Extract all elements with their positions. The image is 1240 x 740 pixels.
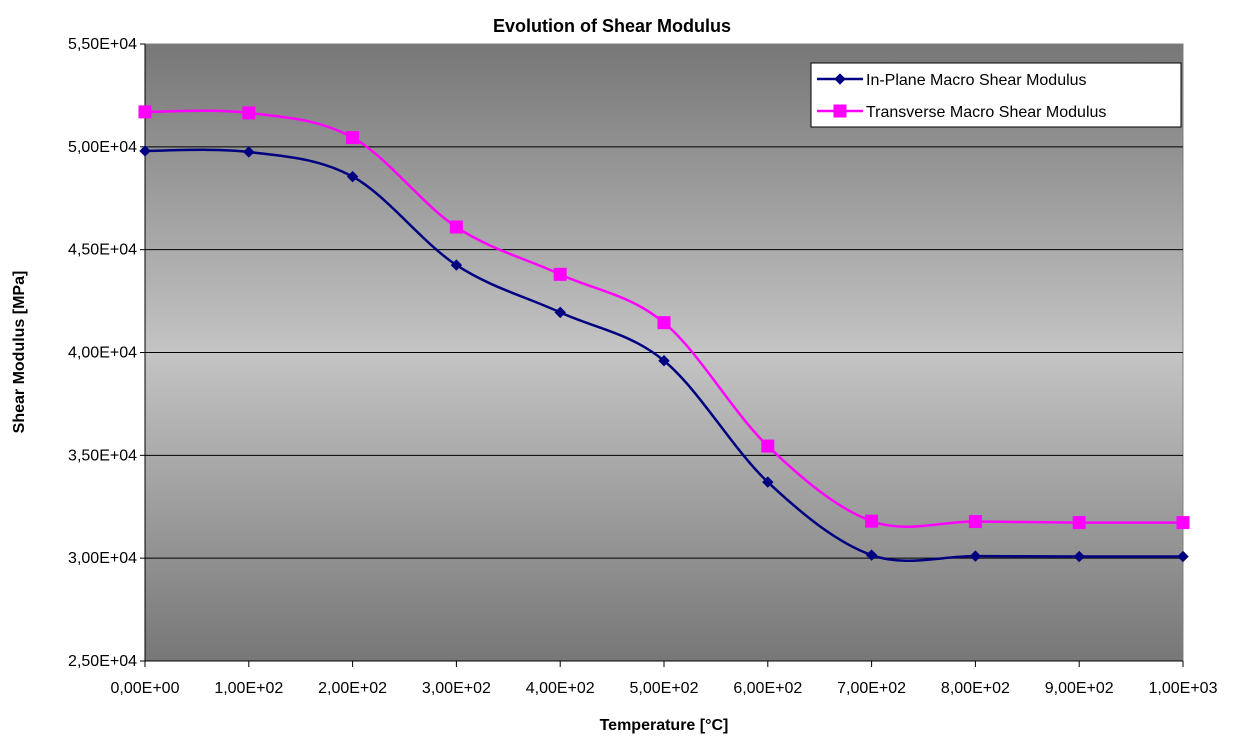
y-tick-label: 4,00E+04 <box>68 345 137 362</box>
y-tick-label: 4,50E+04 <box>68 242 137 259</box>
legend-entry: In-Plane Macro Shear Modulus <box>817 72 1087 89</box>
data-point <box>243 146 255 158</box>
data-point <box>1072 516 1086 530</box>
data-point <box>658 355 670 367</box>
data-point <box>1176 516 1190 530</box>
data-point <box>762 476 774 488</box>
x-tick-label: 5,00E+02 <box>630 680 699 697</box>
y-axis-ticks: 2,50E+04 3,00E+04 3,50E+04 4,00E+04 4,50E+04… <box>68 36 145 670</box>
data-point <box>346 170 359 183</box>
data-point <box>139 145 151 157</box>
data-point <box>1177 550 1189 563</box>
data-point <box>346 131 360 145</box>
data-point <box>242 106 256 120</box>
y-tick-label: 5,00E+04 <box>68 139 137 156</box>
grid-lines <box>145 146 1183 559</box>
x-tick-label: 3,00E+02 <box>422 680 491 697</box>
x-tick-label: 4,00E+02 <box>526 680 595 697</box>
legend-label: In-Plane Macro Shear Modulus <box>866 72 1087 89</box>
x-tick-label: 1,00E+03 <box>1149 680 1218 697</box>
legend-items: In-Plane Macro Shear Modulus Transverse M… <box>817 72 1106 121</box>
x-tick-label: 8,00E+02 <box>941 680 1010 697</box>
legend-entry: Transverse Macro Shear Modulus <box>817 104 1106 121</box>
series-layer <box>138 105 1190 563</box>
series-1 <box>138 105 1190 530</box>
y-tick-label: 3,50E+04 <box>68 447 137 464</box>
x-tick-label: 1,00E+02 <box>214 680 283 697</box>
series-0 <box>139 145 1189 563</box>
x-tick-label: 6,00E+02 <box>733 680 802 697</box>
data-point <box>450 259 463 271</box>
data-point <box>865 514 879 528</box>
x-axis-title: Temperature [°C] <box>600 717 729 734</box>
data-point <box>968 515 982 529</box>
data-point <box>1073 550 1085 563</box>
data-point <box>553 267 567 281</box>
y-tick-label: 2,50E+04 <box>68 653 137 670</box>
data-point <box>554 306 566 319</box>
data-point <box>657 316 671 330</box>
x-tick-label: 9,00E+02 <box>1045 680 1114 697</box>
x-tick-label: 0,00E+00 <box>111 680 180 697</box>
x-axis-ticks: 0,00E+00 1,00E+02 2,00E+02 3,00E+02 4,00E+02… <box>111 661 1218 697</box>
legend-marker <box>834 73 846 85</box>
chart-title: Evolution of Shear Modulus <box>493 16 731 36</box>
data-point <box>865 549 878 561</box>
y-axis-title: Shear Modulus [MPa] <box>11 271 28 434</box>
data-point <box>138 105 152 119</box>
legend-label: Transverse Macro Shear Modulus <box>866 104 1106 121</box>
y-tick-label: 3,00E+04 <box>68 550 137 567</box>
data-point <box>761 439 775 453</box>
legend-box <box>810 62 1182 128</box>
y-tick-label: 5,50E+04 <box>68 36 137 53</box>
data-point <box>449 220 463 234</box>
legend: In-Plane Macro Shear Modulus Transverse M… <box>810 62 1182 128</box>
legend-marker <box>833 104 847 118</box>
data-point <box>969 550 982 562</box>
x-tick-label: 2,00E+02 <box>318 680 387 697</box>
x-tick-label: 7,00E+02 <box>837 680 906 697</box>
